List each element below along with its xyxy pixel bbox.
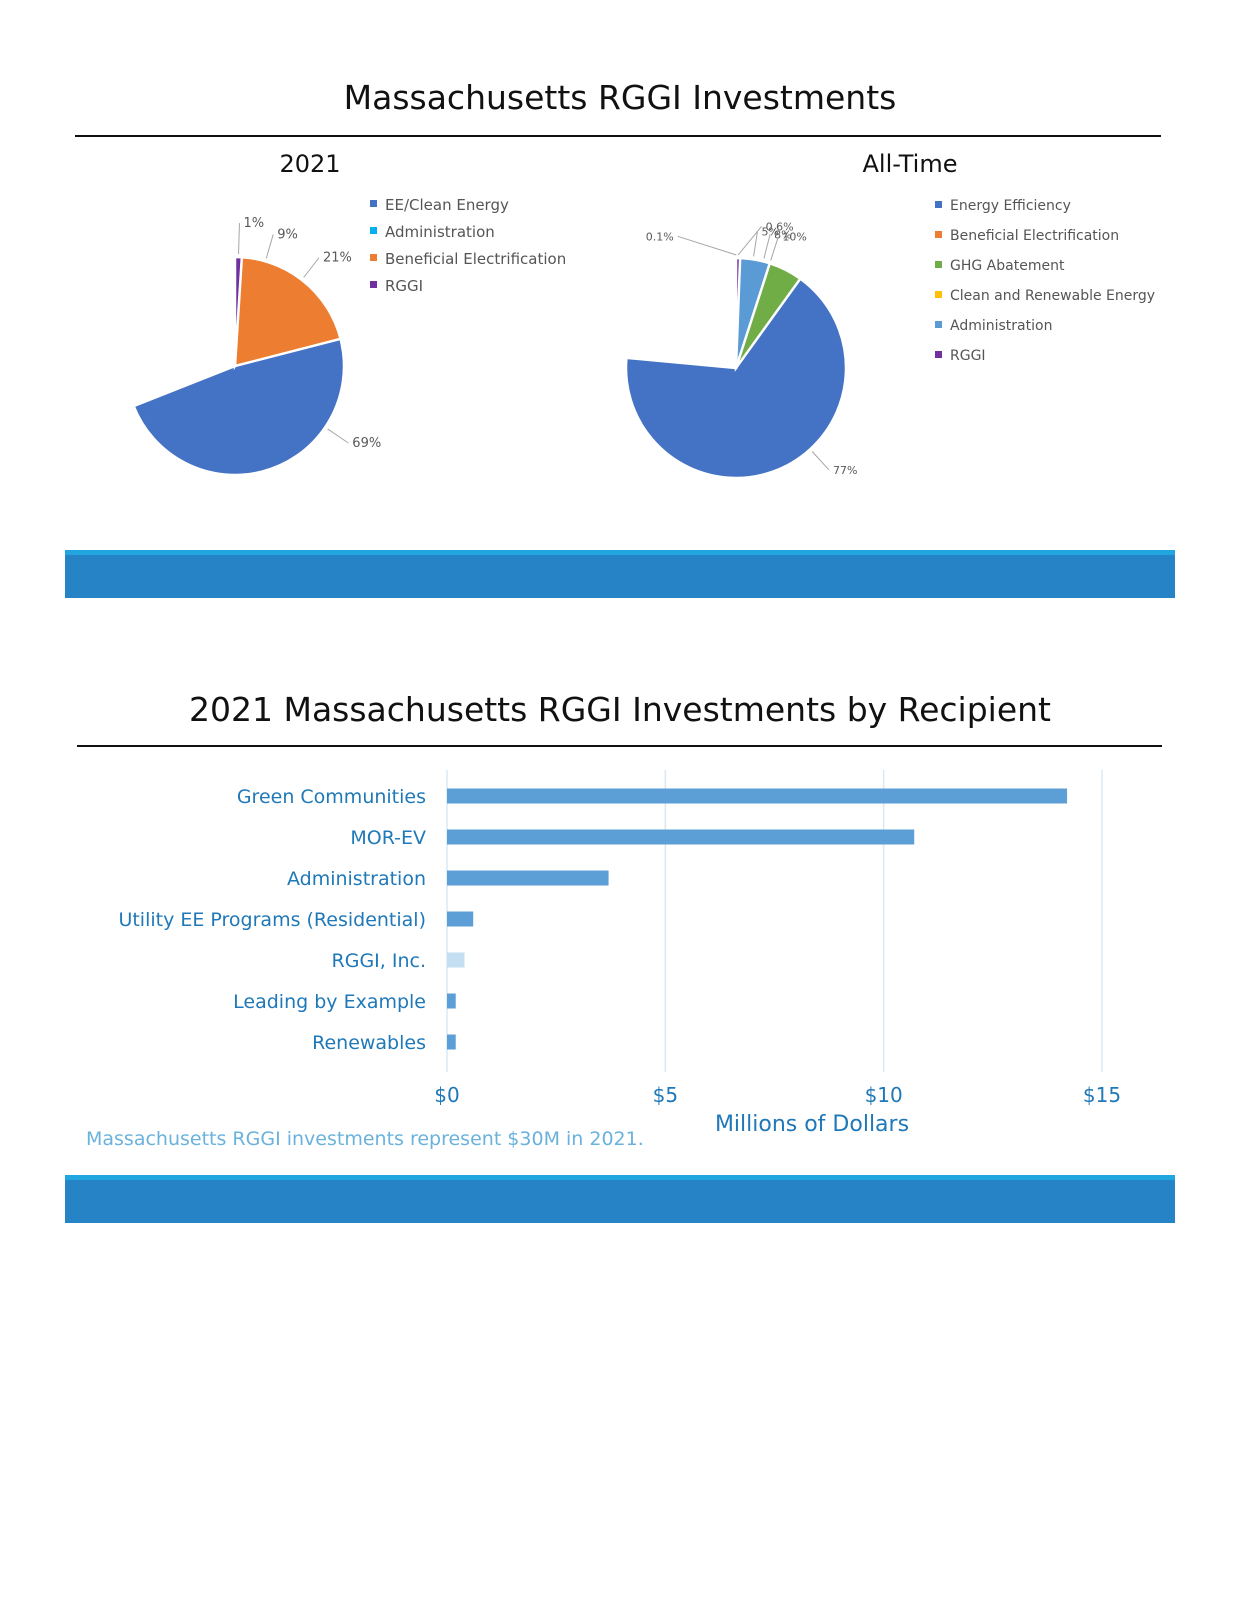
pie-chart-alltime: 77% 8%10% 0.1% 5%0.6% xyxy=(624,220,857,480)
title-divider xyxy=(75,135,1161,137)
pie-2021-legend-swatch-administration xyxy=(370,227,377,234)
section-title-divider xyxy=(77,745,1162,747)
pie-2021-legend-swatch-beneficial-electrification xyxy=(370,254,377,261)
pie-2021-legend-label-ee-clean-energy: EE/Clean Energy xyxy=(385,196,509,214)
pie-2021-leader-administration xyxy=(265,234,274,259)
pie-alltime-title: All-Time xyxy=(862,150,958,178)
bar-category-label-utility-ee-programs-residential: Utility EE Programs (Residential) xyxy=(118,909,426,931)
pie-alltime-legend-swatch-clean-and-renewable-energy xyxy=(935,290,942,298)
bar-green-communities xyxy=(447,788,1068,804)
pie-2021-legend-swatch-rggi xyxy=(370,281,377,288)
bar-xtick-label-15: $15 xyxy=(1083,1083,1121,1107)
page-title: Massachusetts RGGI Investments xyxy=(343,78,897,117)
bar-mor-ev xyxy=(447,829,915,845)
pie-2021-legend-label-rggi: RGGI xyxy=(385,277,424,295)
pie-2021-label-rggi: 1% xyxy=(243,216,264,231)
pie-alltime-legend-item-administration: Administration xyxy=(935,318,1052,334)
pie-alltime-legend-label-energy-efficiency: Energy Efficiency xyxy=(950,198,1071,214)
bar-x-axis-title: Millions of Dollars xyxy=(715,1112,909,1137)
pie-2021-label-administration: 9% xyxy=(277,227,298,242)
pie-2021-legend-item-administration: Administration xyxy=(370,223,495,241)
section-title-recipients: 2021 Massachusetts RGGI Investments by R… xyxy=(189,690,1051,729)
pie-2021-title: 2021 xyxy=(279,150,341,178)
pie-alltime-leader-beneficial-electrification xyxy=(763,234,771,259)
pie-2021-label-ee-clean-energy: 69% xyxy=(352,436,381,451)
pie-alltime-legend-swatch-administration xyxy=(935,320,942,328)
bar-administration xyxy=(447,870,609,886)
bar-category-label-administration: Administration xyxy=(287,868,426,890)
pie-alltime-legend-item-beneficial-electrification: Beneficial Electrification xyxy=(935,228,1119,244)
pie-2021-legend-item-beneficial-electrification: Beneficial Electrification xyxy=(370,250,566,268)
pie-2021-legend-label-administration: Administration xyxy=(385,223,495,241)
pie-alltime-leader-ghg-abatement xyxy=(770,236,779,261)
pie-alltime-label-rggi: 0.6% xyxy=(766,220,794,233)
pie-2021-legend-item-ee-clean-energy: EE/Clean Energy xyxy=(370,196,509,214)
pie-alltime-label-administration: 5% xyxy=(761,226,778,239)
pie-2021-legend-swatch-ee-clean-energy xyxy=(370,200,377,207)
bar-category-label-leading-by-example: Leading by Example xyxy=(233,991,426,1013)
pie-alltime-legend-label-beneficial-electrification: Beneficial Electrification xyxy=(950,228,1120,244)
pie-alltime-legend-swatch-ghg-abatement xyxy=(935,260,942,268)
pie-2021-leader-beneficial-electrification xyxy=(303,257,320,278)
pie-2021-slice-beneficial-electrification xyxy=(233,255,343,368)
pie-chart-2021: 69% 9% 21% 1% xyxy=(132,216,381,477)
pie-alltime-legend-label-rggi: RGGI xyxy=(950,348,986,364)
investment-total-note: Massachusetts RGGI investments represent… xyxy=(86,1128,644,1150)
pie-alltime-legend-label-ghg-abatement: GHG Abatement xyxy=(950,258,1065,274)
pie-alltime-legend-swatch-beneficial-electrification xyxy=(935,230,942,238)
pie-alltime-label-energy-efficiency: 77% xyxy=(833,464,857,477)
pie-alltime-label-clean-and-renewable-energy: 0.1% xyxy=(646,230,674,243)
bar-category-label-rggi-inc: RGGI, Inc. xyxy=(332,950,426,972)
bar-xtick-label-10: $10 xyxy=(865,1083,903,1107)
bar-renewables xyxy=(447,1034,456,1050)
pie-alltime-legend-item-rggi: RGGI xyxy=(935,348,986,364)
bar-chart-recipients: $0 $5 $10 $15 Green Communities MOR-EV Adminis… xyxy=(118,770,1121,1137)
section-divider-band-2 xyxy=(65,1175,1175,1223)
pie-alltime-label-beneficial-electrification: 8% xyxy=(774,228,791,241)
pie-alltime-legend-item-energy-efficiency: Energy Efficiency xyxy=(935,198,1071,214)
pie-alltime-label-ghg-abatement: 10% xyxy=(782,231,806,244)
bar-category-label-green-communities: Green Communities xyxy=(237,786,426,808)
pie-2021-leader-rggi xyxy=(238,223,240,255)
bar-xtick-label-0: $0 xyxy=(434,1083,459,1107)
pie-2021-label-beneficial-electrification: 21% xyxy=(323,251,352,266)
bar-utility-ee-programs-residential xyxy=(447,911,474,927)
pie-2021-slice-rggi xyxy=(233,255,244,367)
pie-2021-leader-ee-clean-energy xyxy=(327,428,349,444)
pie-alltime-leader-clean-and-renewable-energy xyxy=(677,235,737,256)
pie-alltime-slice-rggi xyxy=(734,256,742,369)
bar-leading-by-example xyxy=(447,993,456,1009)
pie-alltime-legend-swatch-energy-efficiency xyxy=(935,200,942,208)
pie-alltime-leader-administration xyxy=(753,231,758,257)
bar-category-label-renewables: Renewables xyxy=(312,1032,426,1054)
pie-alltime-legend-item-ghg-abatement: GHG Abatement xyxy=(935,258,1064,274)
pie-2021-legend-label-beneficial-electrification: Beneficial Electrification xyxy=(385,250,567,268)
pie-alltime-legend-label-clean-and-renewable-energy: Clean and Renewable Energy xyxy=(950,288,1156,304)
pie-alltime-legend-label-administration: Administration xyxy=(950,318,1053,334)
bar-rggi-inc xyxy=(447,952,465,968)
bar-category-label-mor-ev: MOR-EV xyxy=(350,827,426,849)
bar-xtick-label-5: $5 xyxy=(653,1083,678,1107)
pie-alltime-legend-swatch-rggi xyxy=(935,350,942,358)
pie-alltime-leader-energy-efficiency xyxy=(811,451,830,471)
section-divider-band-1 xyxy=(65,550,1175,598)
pie-alltime-leader-rggi xyxy=(737,225,762,256)
pie-alltime-legend-item-clean-and-renewable-energy: Clean and Renewable Energy xyxy=(935,288,1155,304)
pie-2021-legend-item-rggi: RGGI xyxy=(370,277,423,295)
